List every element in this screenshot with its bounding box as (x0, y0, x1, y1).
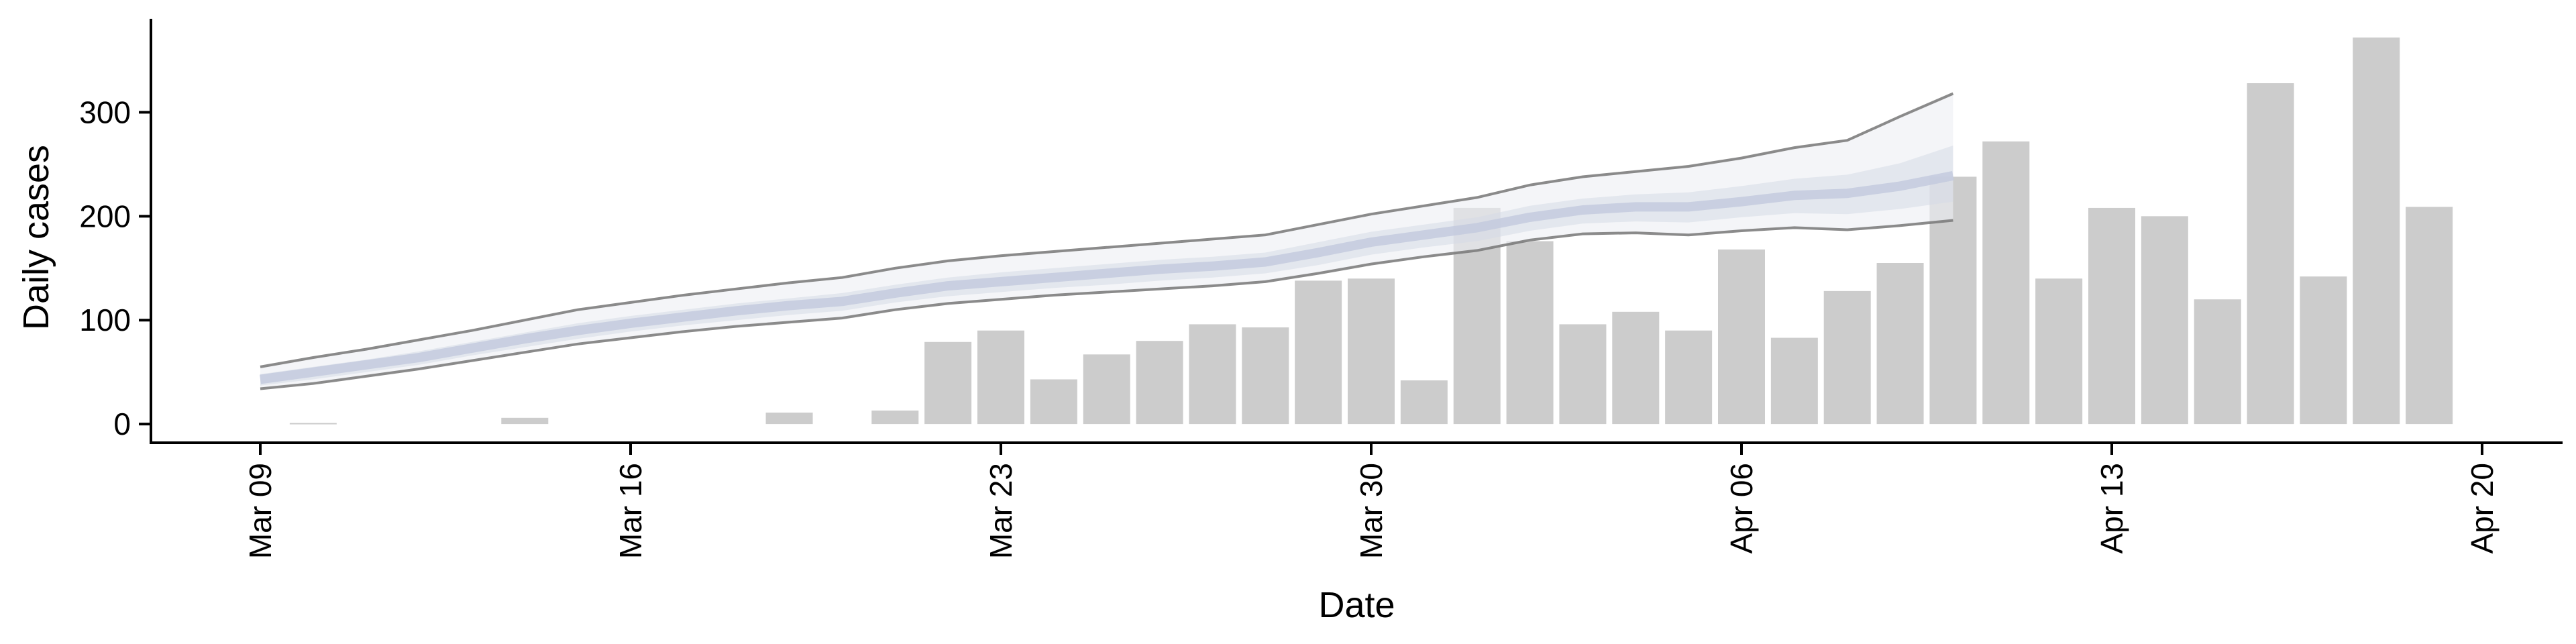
bar (765, 413, 813, 425)
bar (1876, 263, 1924, 425)
projection-band-layer (260, 92, 1954, 390)
x-tick-label: Apr 13 (2094, 463, 2129, 554)
x-tick-label: Apr 06 (1724, 463, 1759, 554)
x-axis-title: Date (1318, 585, 1395, 625)
bar (1348, 278, 1395, 425)
bar (2088, 207, 2135, 425)
y-tick-label: 300 (79, 95, 131, 129)
bar (1559, 324, 1607, 425)
lower-bound-line (260, 219, 1953, 390)
inner-interval-band (260, 146, 1953, 386)
x-tick-label: Mar 16 (613, 463, 648, 559)
bar (289, 423, 337, 425)
bar (1083, 354, 1130, 425)
y-tick-label: 100 (79, 303, 131, 337)
bar (977, 330, 1024, 425)
bar (1770, 337, 1818, 425)
bar (2194, 299, 2241, 425)
bar (1612, 311, 1660, 425)
bar (1982, 141, 2030, 425)
bar (2300, 276, 2347, 425)
bar (2141, 216, 2188, 425)
y-tick-label: 0 (113, 407, 131, 441)
bar (1242, 327, 1289, 425)
bar (1400, 380, 1448, 425)
bar (2406, 207, 2453, 425)
bar (1718, 249, 1765, 425)
bars-layer (289, 37, 2453, 425)
median-line (260, 171, 1954, 384)
x-tick-label: Mar 30 (1354, 463, 1389, 559)
bar (1295, 280, 1342, 425)
axes-layer: 0 100 200 300 Mar 09 Mar 16 Mar 23 Mar 30 Apr 06… (79, 19, 2563, 559)
x-tick-label: Mar 23 (983, 463, 1018, 559)
bar (1665, 330, 1713, 425)
bar (2247, 83, 2294, 425)
bar (871, 410, 919, 425)
upper-bound-line (260, 92, 1954, 368)
bar (1506, 241, 1554, 425)
bar (501, 417, 549, 425)
bar (1136, 341, 1183, 425)
y-axis-title: Daily cases (16, 145, 56, 330)
bar (1823, 290, 1871, 425)
bar (1189, 324, 1236, 425)
bar (2035, 278, 2083, 425)
y-tick-label: 200 (79, 199, 131, 233)
bar (2353, 37, 2400, 425)
bar (924, 341, 972, 425)
x-tick-label: Apr 20 (2465, 463, 2500, 554)
x-tick-label: Mar 09 (243, 463, 278, 559)
bar (1030, 379, 1077, 425)
